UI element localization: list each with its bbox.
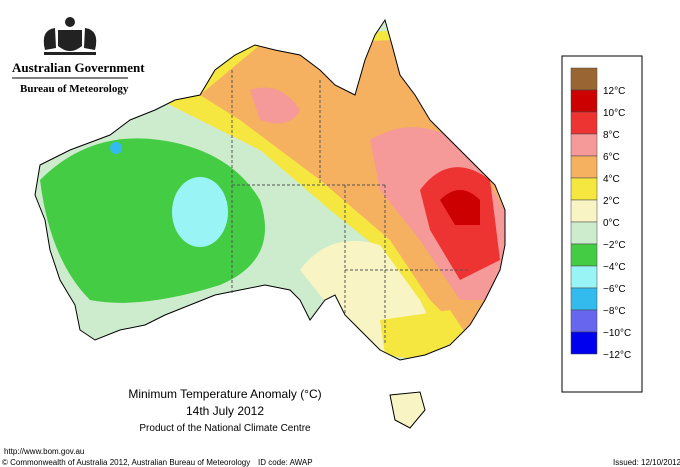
legend-label: 8°C (603, 130, 620, 141)
legend-swatch (570, 331, 598, 355)
legend-swatch (570, 67, 598, 91)
bureau-name: Bureau of Meteorology (20, 83, 129, 95)
map-date: 14th July 2012 (186, 404, 264, 418)
legend-label: 2°C (603, 196, 620, 207)
coat-of-arms (43, 17, 97, 55)
legend-label: −12°C (603, 350, 631, 361)
map-title: Minimum Temperature Anomaly (°C) (128, 387, 321, 401)
legend-label: 0°C (603, 218, 620, 229)
legend-label: −10°C (603, 328, 631, 339)
legend-label: −8°C (603, 306, 626, 317)
legend-swatch (570, 287, 598, 311)
footer-copyright: © Commonwealth of Australia 2012, Austra… (2, 458, 250, 467)
government-name: Australian Government (12, 60, 145, 75)
legend-label: 12°C (603, 86, 625, 97)
legend-swatch (570, 199, 598, 223)
footer-url[interactable]: http://www.bom.gov.au (4, 447, 84, 456)
legend-swatch (570, 89, 598, 113)
map-credit: Product of the National Climate Centre (139, 423, 311, 434)
legend-label: −6°C (603, 284, 626, 295)
legend-label: −2°C (603, 240, 626, 251)
legend-swatch (570, 111, 598, 135)
legend-swatch (570, 265, 598, 289)
legend-label: −4°C (603, 262, 626, 273)
footer-id: ID code: AWAP (258, 458, 313, 467)
state-borders (231, 70, 470, 345)
coastline (34, 18, 506, 429)
legend-swatch (570, 177, 598, 201)
legend-swatch (570, 243, 598, 267)
legend: 12°C 10°C 8°C 6°C 4°C 2°C 0°C −2°C −4°C −6°C −8°C −… (561, 55, 643, 393)
legend-label: 4°C (603, 174, 620, 185)
legend-swatch (570, 221, 598, 245)
legend-label: 6°C (603, 152, 620, 163)
footer-issued: Issued: 12/10/2012 (613, 458, 680, 467)
legend-swatch (570, 309, 598, 333)
legend-label: 10°C (603, 108, 625, 119)
legend-swatch (570, 133, 598, 157)
legend-swatch (570, 155, 598, 179)
